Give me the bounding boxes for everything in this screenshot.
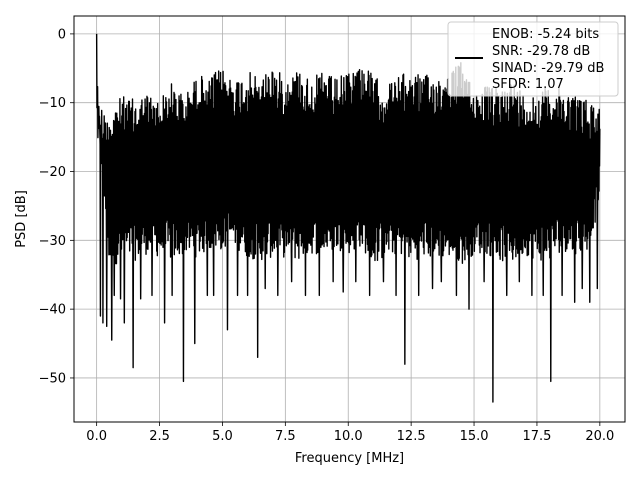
- y-tick-label: −10: [39, 96, 66, 111]
- y-axis: 0 −10 −20 −30 −40 −50: [39, 27, 74, 386]
- legend-sinad: SINAD: -29.79 dB: [492, 61, 604, 76]
- legend-enob: ENOB: -5.24 bits: [492, 27, 599, 42]
- axes-frame: [73, 15, 626, 423]
- x-tick-label: 0.0: [86, 429, 107, 444]
- x-tick-label: 5.0: [212, 429, 233, 444]
- y-tick-label: −40: [39, 303, 66, 318]
- y-tick-label: −50: [39, 371, 66, 386]
- y-axis-label: PSD [dB]: [14, 190, 29, 248]
- legend-box: [447, 21, 619, 97]
- x-tick-label: 2.5: [149, 429, 170, 444]
- x-tick-label: 12.5: [397, 429, 426, 444]
- legend-snr: SNR: -29.78 dB: [492, 44, 590, 59]
- y-tick-label: −20: [39, 165, 66, 180]
- legend: ENOB: -5.24 bits SNR: -29.78 dB SINAD: -…: [447, 21, 619, 97]
- legend-sfdr: SFDR: 1.07: [492, 77, 564, 92]
- x-tick-label: 10.0: [334, 429, 363, 444]
- psd-series-line: [95, 33, 601, 403]
- x-tick-label: 17.5: [522, 429, 551, 444]
- x-tick-label: 20.0: [585, 429, 614, 444]
- x-axis-label: Frequency [MHz]: [295, 451, 404, 466]
- x-tick-label: 15.0: [460, 429, 489, 444]
- x-axis: 0.0 2.5 5.0 7.5 10.0 12.5 15.0 17.5 20.0: [86, 422, 614, 444]
- plot-area: [95, 33, 601, 403]
- y-tick-label: −30: [39, 234, 66, 249]
- x-tick-label: 7.5: [275, 429, 296, 444]
- y-tick-label: 0: [58, 27, 66, 42]
